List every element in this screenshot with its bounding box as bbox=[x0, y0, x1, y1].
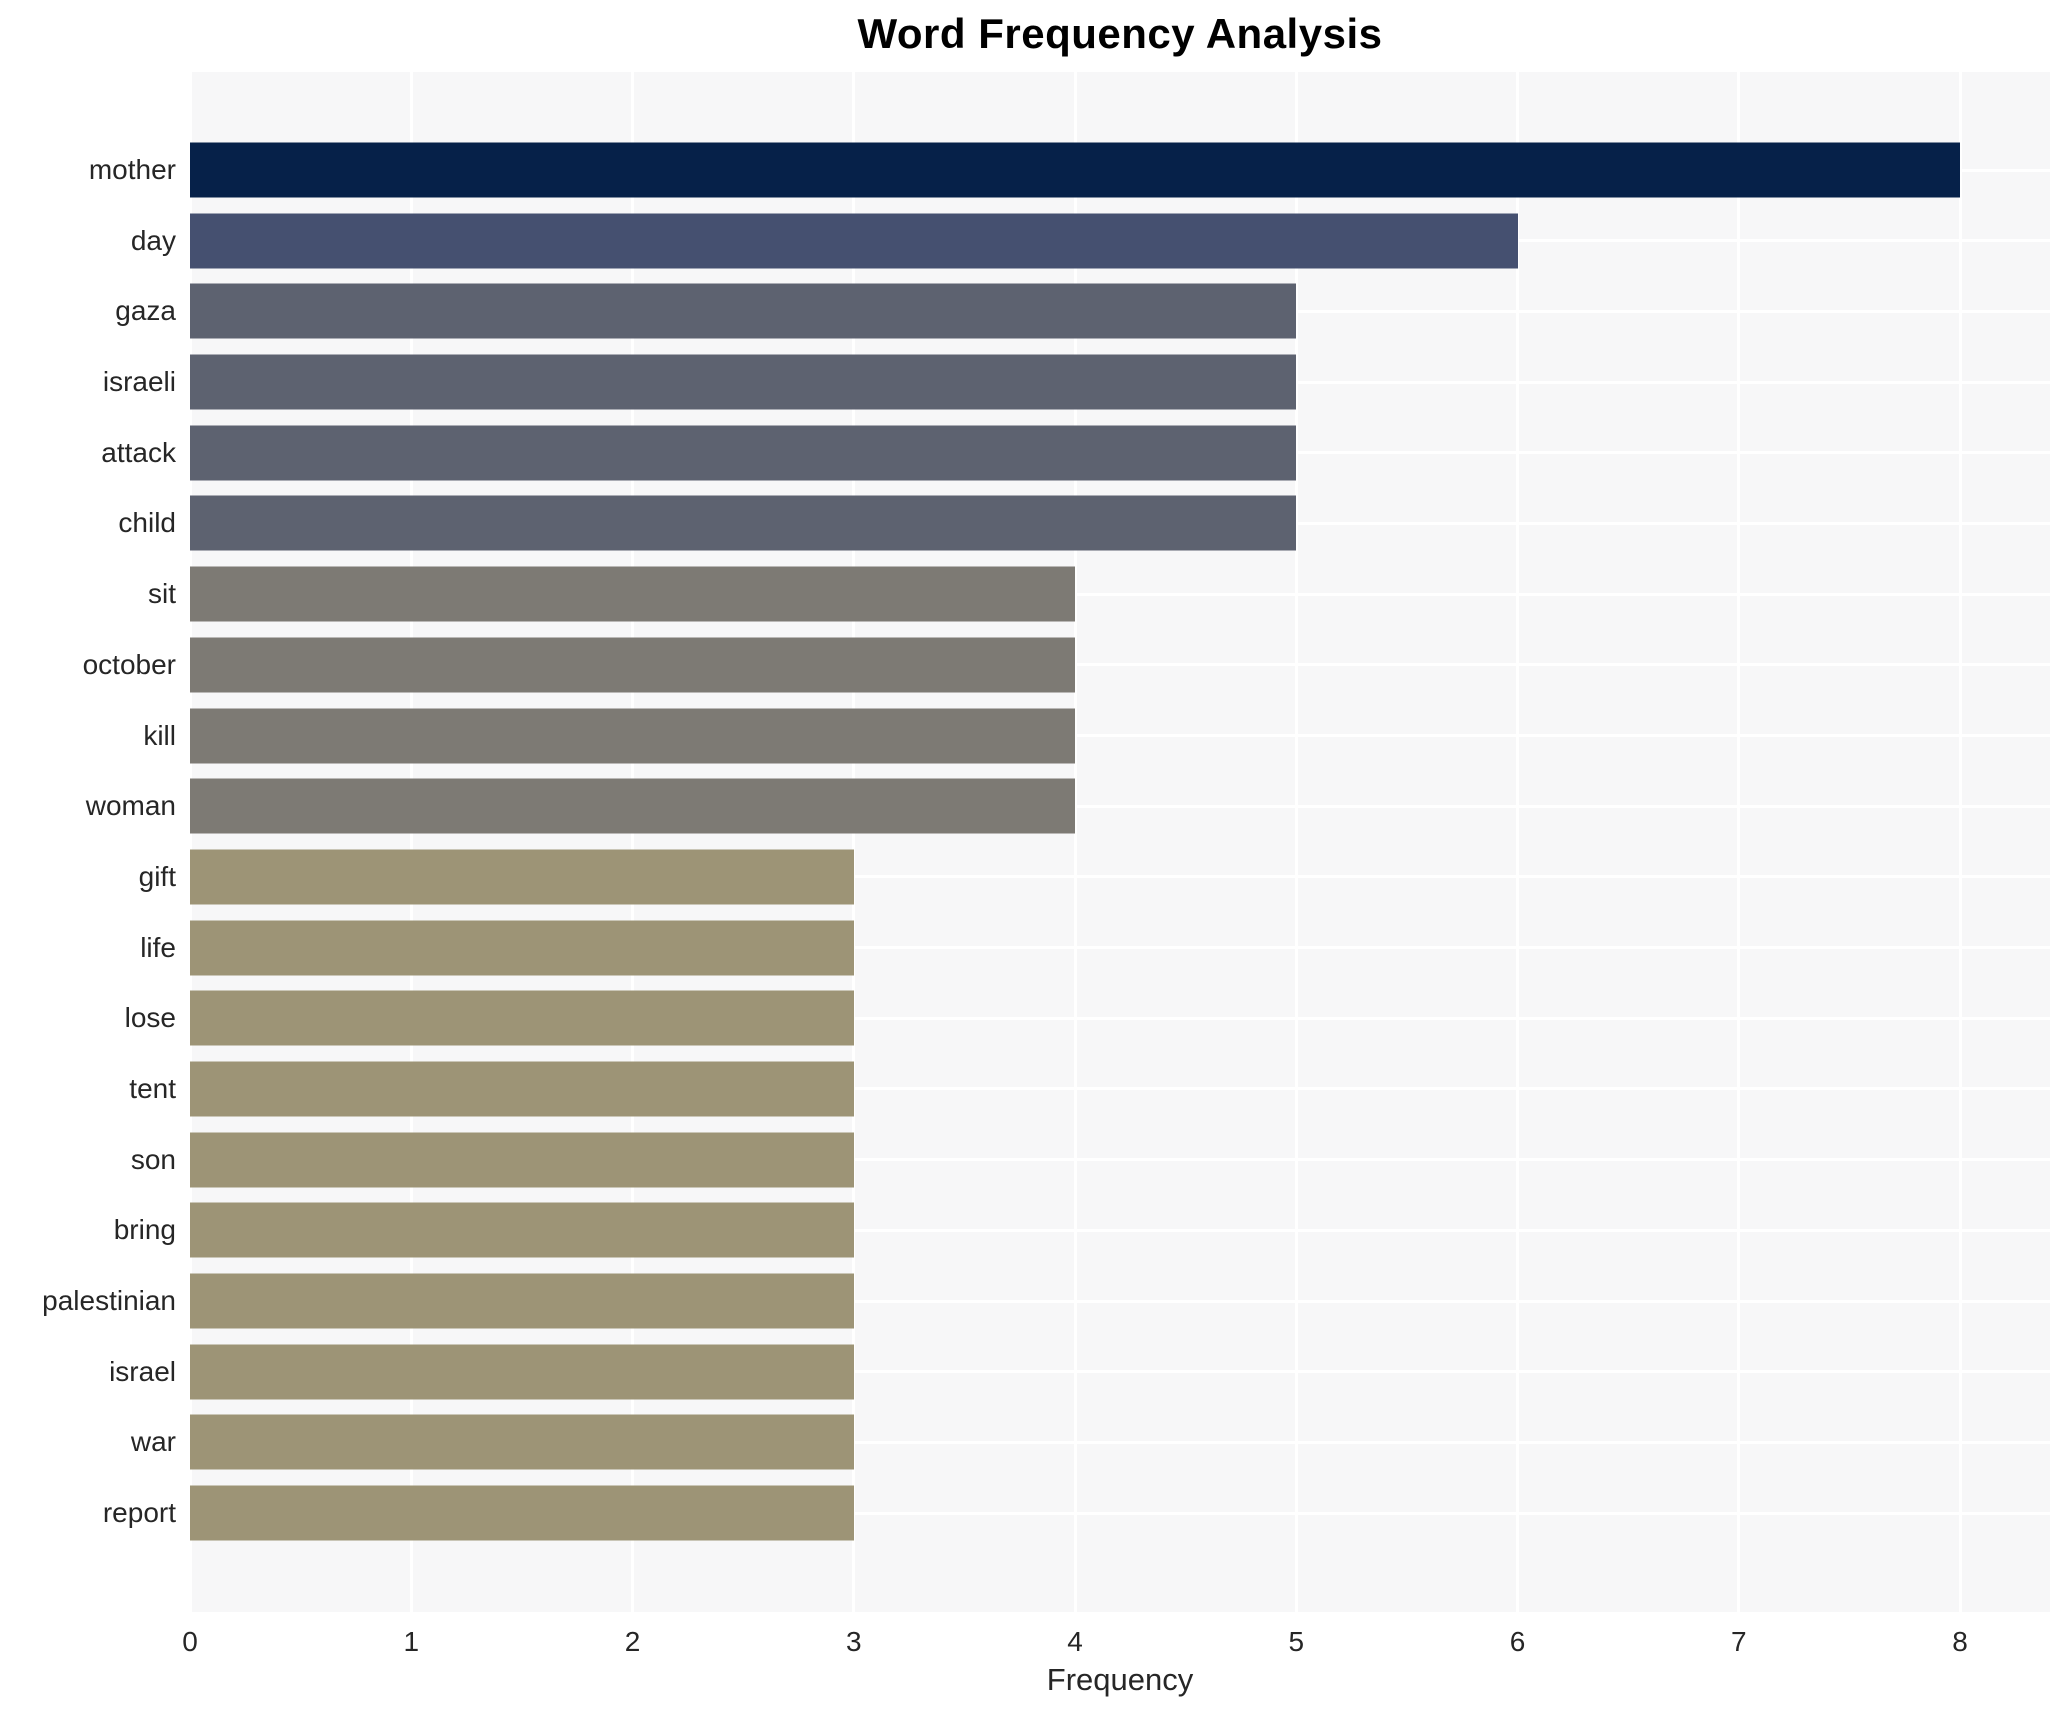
h-gridline bbox=[190, 663, 2050, 667]
bar-life bbox=[190, 920, 854, 976]
v-gridline bbox=[1516, 72, 1519, 1612]
y-tick-label: israeli bbox=[102, 366, 176, 398]
y-tick-label: war bbox=[130, 1426, 176, 1458]
bar-row bbox=[190, 1407, 2050, 1478]
bar-row bbox=[190, 488, 2050, 559]
bar-row bbox=[190, 1054, 2050, 1125]
y-tick-label: report bbox=[102, 1497, 176, 1529]
y-tick-label: sit bbox=[148, 578, 176, 610]
y-tick-label: son bbox=[130, 1143, 176, 1175]
y-tick-label: child bbox=[118, 507, 176, 539]
bar-october bbox=[190, 637, 1075, 693]
bar-row bbox=[190, 205, 2050, 276]
bar-row bbox=[190, 559, 2050, 630]
h-gridline bbox=[190, 1087, 2050, 1091]
bar-day bbox=[190, 213, 1518, 269]
y-tick-label: mother bbox=[88, 154, 176, 186]
bar-rows bbox=[190, 72, 2050, 1612]
plot-area bbox=[188, 72, 2050, 1612]
x-tick-label: 1 bbox=[403, 1626, 420, 1657]
y-tick-label: israel bbox=[109, 1355, 176, 1387]
y-tick-label: life bbox=[140, 931, 176, 963]
y-tick-label: attack bbox=[101, 436, 176, 468]
bar-row bbox=[190, 1336, 2050, 1407]
bar-row bbox=[190, 347, 2050, 418]
y-tick-label: tent bbox=[129, 1072, 176, 1104]
y-tick-label: lose bbox=[124, 1002, 176, 1034]
x-tick-label: 2 bbox=[624, 1626, 641, 1657]
bar-row bbox=[190, 1195, 2050, 1266]
h-gridline bbox=[190, 1370, 2050, 1374]
bar-row bbox=[190, 700, 2050, 771]
bar-mother bbox=[190, 142, 1960, 198]
bar-row bbox=[190, 842, 2050, 913]
h-gridline bbox=[190, 1228, 2050, 1232]
bar-gaza bbox=[190, 283, 1297, 339]
y-tick-label: palestinian bbox=[42, 1285, 176, 1317]
y-tick-label: kill bbox=[143, 719, 176, 751]
bar-child bbox=[190, 495, 1297, 551]
bar-row bbox=[190, 1124, 2050, 1195]
grid-layer bbox=[188, 72, 2050, 1612]
bar-bring bbox=[190, 1202, 854, 1258]
bar-gift bbox=[190, 849, 854, 905]
bar-sit bbox=[190, 566, 1075, 622]
bar-row bbox=[190, 417, 2050, 488]
x-tick-label: 8 bbox=[1952, 1626, 1968, 1657]
v-gridline bbox=[631, 72, 634, 1612]
bar-woman bbox=[190, 778, 1075, 834]
h-gridline bbox=[190, 804, 2050, 808]
bar-row bbox=[190, 983, 2050, 1054]
v-gridline bbox=[1294, 72, 1298, 1612]
h-gridline bbox=[190, 1016, 2050, 1020]
bar-row bbox=[190, 276, 2050, 347]
chart-title: Word Frequency Analysis bbox=[857, 10, 1383, 57]
v-gridline bbox=[852, 72, 856, 1612]
h-gridline bbox=[190, 734, 2050, 738]
y-tick-label: gaza bbox=[115, 295, 176, 327]
bar-row bbox=[190, 135, 2050, 206]
y-tick-label: day bbox=[130, 224, 176, 256]
h-gridline bbox=[190, 946, 2050, 950]
bar-row bbox=[190, 1478, 2050, 1549]
y-tick-label: woman bbox=[85, 790, 176, 822]
v-gridline bbox=[1737, 72, 1741, 1612]
x-tick-label: 7 bbox=[1730, 1626, 1747, 1657]
h-gridline bbox=[190, 1511, 2050, 1515]
v-gridline bbox=[1073, 72, 1077, 1612]
x-tick-label: 3 bbox=[845, 1626, 862, 1657]
bar-row bbox=[190, 630, 2050, 701]
v-gridline bbox=[1958, 72, 1962, 1612]
bar-attack bbox=[190, 425, 1297, 481]
y-tick-label: october bbox=[82, 648, 176, 680]
y-tick-label: gift bbox=[138, 860, 176, 892]
bar-row bbox=[190, 1266, 2050, 1337]
y-axis-labels: mother day gaza israeli attack child sit octobe… bbox=[0, 72, 176, 1612]
bar-report bbox=[190, 1485, 854, 1541]
h-gridline bbox=[190, 875, 2050, 879]
y-tick-label: bring bbox=[113, 1214, 176, 1246]
x-tick-label: 0 bbox=[182, 1626, 198, 1657]
v-gridline bbox=[188, 72, 192, 1612]
bar-row bbox=[190, 912, 2050, 983]
h-gridline bbox=[190, 592, 2050, 596]
v-gridline bbox=[409, 72, 413, 1612]
bar-israel bbox=[190, 1344, 854, 1400]
bar-israeli bbox=[190, 354, 1297, 410]
bar-kill bbox=[190, 708, 1075, 764]
h-gridline bbox=[190, 1158, 2050, 1162]
bar-war bbox=[190, 1414, 854, 1470]
h-gridline bbox=[190, 1440, 2050, 1444]
x-tick-label: 5 bbox=[1288, 1626, 1305, 1657]
bar-row bbox=[190, 771, 2050, 842]
x-axis-label: Frequency bbox=[1046, 1662, 1194, 1697]
h-gridline bbox=[190, 1299, 2050, 1303]
bar-lose bbox=[190, 990, 854, 1046]
bar-palestinian bbox=[190, 1273, 854, 1329]
x-tick-label: 6 bbox=[1509, 1626, 1526, 1657]
bar-son bbox=[190, 1132, 854, 1188]
x-tick-label: 4 bbox=[1067, 1626, 1083, 1657]
bar-tent bbox=[190, 1061, 854, 1117]
